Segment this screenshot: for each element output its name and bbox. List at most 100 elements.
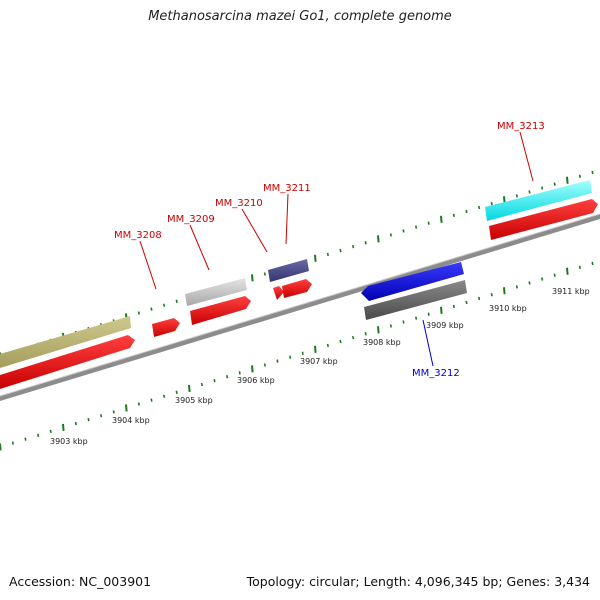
minor-tick [100, 414, 103, 418]
minor-tick [452, 213, 455, 218]
minor-tick [478, 296, 481, 301]
minor-tick [427, 221, 430, 225]
cds-arrow-mm-3211[interactable] [282, 279, 312, 298]
cds-arrow-mm-3209[interactable] [190, 296, 251, 325]
major-tick [314, 254, 317, 262]
minor-tick [352, 335, 355, 340]
feature-cyan-mm-3213[interactable] [485, 180, 592, 221]
cds-arrow-mm-3208[interactable] [152, 318, 180, 337]
minor-tick [490, 202, 493, 206]
minor-tick [226, 375, 229, 379]
major-tick [440, 306, 443, 314]
minor-tick [452, 304, 455, 309]
feature-darkgray-mm-3212[interactable] [364, 280, 467, 320]
minor-tick [339, 248, 342, 253]
minor-tick [515, 194, 518, 198]
minor-tick [490, 293, 493, 297]
minor-tick [213, 378, 216, 383]
minor-tick [339, 339, 342, 344]
cds-arrow-mm-3213[interactable] [489, 199, 598, 240]
minor-tick [49, 429, 52, 434]
feature-olive[interactable] [0, 316, 131, 368]
genome-summary-text: Topology: circular; Length: 4,096,345 bp… [246, 574, 590, 589]
minor-tick [326, 343, 329, 348]
minor-tick [364, 332, 367, 336]
minor-tick [402, 320, 405, 324]
minor-tick [541, 277, 544, 281]
minor-tick [515, 285, 518, 289]
minor-tick [74, 421, 77, 426]
major-tick [0, 443, 2, 451]
minor-tick [112, 410, 115, 414]
major-tick [314, 345, 317, 353]
minor-tick [137, 402, 140, 406]
map-title: Methanosarcina mazei Go1, complete genom… [148, 9, 452, 24]
leader-lines [139, 131, 534, 367]
minor-tick [578, 265, 581, 269]
minor-tick [175, 390, 178, 394]
accession-text: Accession: NC_003901 [9, 574, 152, 589]
major-tick [566, 176, 569, 184]
cds-arrow-mm-3212[interactable] [361, 262, 464, 301]
genome-backbone [0, 213, 600, 401]
minor-tick [87, 418, 90, 422]
minor-tick [175, 299, 178, 303]
feature-navy-mm-3211[interactable] [268, 259, 309, 282]
major-tick [377, 326, 380, 334]
kbp-label: 3903 kbp [50, 437, 88, 446]
minor-tick [37, 433, 40, 437]
minor-tick [200, 382, 203, 387]
minor-tick [263, 272, 266, 276]
minor-tick [591, 170, 594, 175]
feature-gray-mm-3209[interactable] [185, 278, 247, 306]
minor-tick [150, 307, 153, 311]
minor-tick [553, 273, 556, 277]
minor-tick [163, 303, 166, 307]
kbp-label: 3907 kbp [300, 357, 338, 366]
gene-label-mm-3211: MM_3211 [263, 183, 311, 194]
major-tick [377, 235, 380, 243]
major-tick [503, 287, 506, 295]
gene-label-mm-3213: MM_3213 [497, 121, 545, 132]
minor-tick [427, 312, 430, 316]
kbp-label: 3911 kbp [552, 287, 590, 296]
minor-tick [276, 359, 279, 363]
gene-label-mm-3210: MM_3210 [215, 198, 263, 209]
gene-label-mm-3212: MM_3212 [412, 368, 460, 379]
minor-tick [238, 371, 241, 375]
minor-tick [415, 225, 418, 229]
minor-tick [263, 363, 266, 367]
tick-ruler-lower [0, 261, 594, 451]
cds-arrow-mm-3210[interactable] [273, 286, 284, 300]
kbp-label: 3904 kbp [112, 416, 150, 425]
cds-arrow[interactable] [0, 335, 135, 389]
kbp-label: 3905 kbp [175, 396, 213, 405]
kbp-label: 3908 kbp [363, 338, 401, 347]
minor-tick [389, 233, 392, 237]
minor-tick [326, 252, 329, 257]
major-tick [251, 274, 254, 282]
minor-tick [478, 205, 481, 210]
minor-tick [301, 351, 304, 355]
minor-tick [465, 300, 468, 305]
major-tick [251, 365, 254, 373]
minor-tick [137, 311, 140, 315]
minor-tick [553, 182, 556, 186]
kbp-label: 3910 kbp [489, 304, 527, 313]
gene-label-mm-3209: MM_3209 [167, 214, 215, 225]
minor-tick [389, 324, 392, 328]
gene-label-mm-3208: MM_3208 [114, 230, 162, 241]
minor-tick [541, 186, 544, 190]
minor-tick [24, 437, 27, 441]
minor-tick [415, 316, 418, 320]
minor-tick [150, 398, 153, 402]
kbp-label: 3906 kbp [237, 376, 275, 385]
minor-tick [11, 441, 14, 445]
minor-tick [578, 174, 581, 178]
minor-tick [352, 244, 355, 249]
minor-tick [528, 281, 531, 285]
major-tick [566, 267, 569, 275]
minor-tick [163, 394, 166, 398]
major-tick [440, 215, 443, 223]
